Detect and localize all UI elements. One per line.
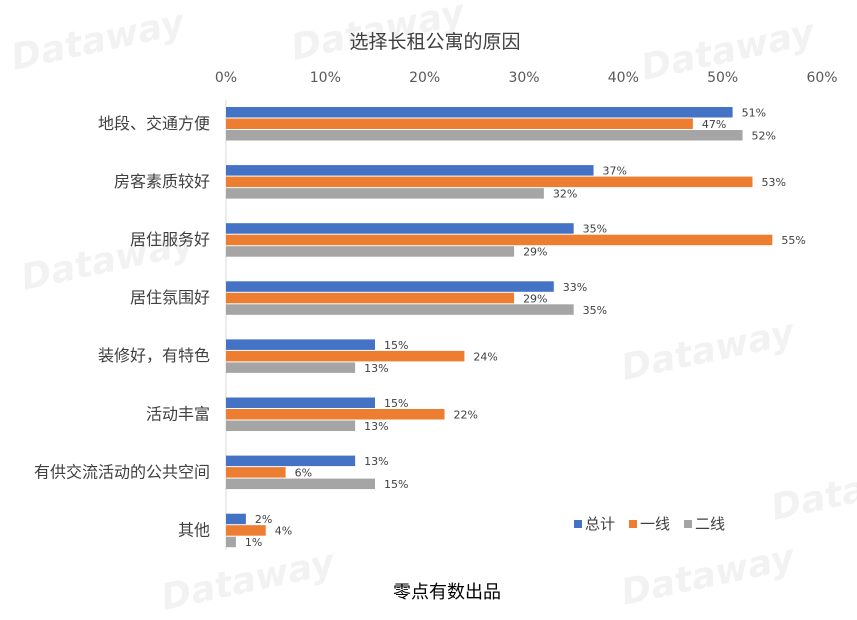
bar [226, 130, 743, 141]
x-tick-label: 40% [608, 70, 639, 86]
data-labels: 51% 47% 52% 37% 53% 32% 35% 55% 29% 33% 29% 35% 15% 2… [245, 107, 806, 550]
legend-label: 一线 [640, 515, 670, 533]
data-label: 2% [255, 513, 272, 526]
data-label: 6% [295, 467, 312, 480]
data-label: 29% [523, 292, 547, 305]
data-label: 13% [364, 362, 388, 375]
bar [226, 188, 544, 199]
category-label: 其他 [178, 520, 210, 539]
data-label: 53% [761, 176, 785, 189]
data-label: 15% [384, 478, 408, 491]
bars [226, 107, 773, 548]
bar [226, 513, 246, 525]
bar [226, 467, 286, 478]
data-label: 51% [742, 107, 766, 120]
data-label: 13% [364, 420, 388, 433]
bar [226, 176, 753, 188]
data-label: 15% [384, 339, 408, 352]
bar [226, 118, 693, 129]
bar [226, 234, 773, 246]
bar [226, 246, 515, 257]
x-tick-label: 20% [409, 70, 440, 86]
chart-title: 选择长租公寓的原因 [349, 31, 520, 53]
category-label: 装修好，有特色 [98, 346, 210, 365]
x-tick-label: 60% [806, 70, 837, 86]
x-tick-label: 50% [707, 70, 738, 86]
data-label: 29% [523, 246, 547, 259]
data-label: 24% [473, 350, 497, 363]
data-label: 4% [275, 525, 292, 538]
category-label: 居住服务好 [130, 230, 210, 249]
footer-credit: 零点有数出品 [393, 582, 501, 603]
category-label: 地段、交通方便 [98, 114, 210, 133]
bar [226, 223, 574, 234]
legend-label: 二线 [695, 515, 725, 533]
legend-swatch [684, 520, 692, 528]
bar [226, 107, 733, 118]
data-label: 32% [553, 188, 577, 201]
bar [226, 281, 554, 292]
bar [226, 304, 574, 315]
category-label: 有供交流活动的公共空间 [34, 462, 210, 481]
bar [226, 525, 266, 536]
bar [226, 536, 236, 548]
bar [226, 420, 356, 431]
data-label: 35% [583, 304, 607, 317]
legend-swatch [574, 520, 582, 528]
data-label: 47% [702, 118, 726, 131]
x-tick-label: 0% [215, 70, 237, 86]
bar [226, 409, 445, 420]
data-label: 33% [563, 281, 587, 294]
category-label: 活动丰富 [146, 404, 210, 423]
category-label: 居住氛围好 [130, 288, 210, 307]
bar [226, 455, 356, 467]
bar [226, 478, 375, 490]
x-tick-label: 30% [508, 70, 539, 86]
bar [226, 292, 515, 304]
data-label: 13% [364, 455, 388, 468]
data-label: 1% [245, 536, 262, 549]
bar [226, 350, 465, 362]
data-label: 37% [603, 165, 627, 178]
data-label: 52% [752, 130, 776, 143]
legend-label: 总计 [585, 515, 615, 533]
category-labels: 地段、交通方便房客素质较好居住服务好居住氛围好装修好，有特色活动丰富有供交流活动… [34, 114, 210, 540]
data-label: 35% [583, 223, 607, 236]
data-label: 15% [384, 397, 408, 410]
data-label: 55% [781, 234, 805, 247]
x-tick-label: 10% [310, 70, 341, 86]
bar [226, 397, 375, 408]
legend-swatch [629, 520, 637, 528]
legend: 总计 一线 二线 [574, 515, 725, 533]
bar [226, 362, 356, 373]
bar [226, 339, 375, 350]
bar [226, 165, 594, 176]
data-label: 22% [454, 409, 478, 422]
category-label: 房客素质较好 [114, 172, 210, 191]
